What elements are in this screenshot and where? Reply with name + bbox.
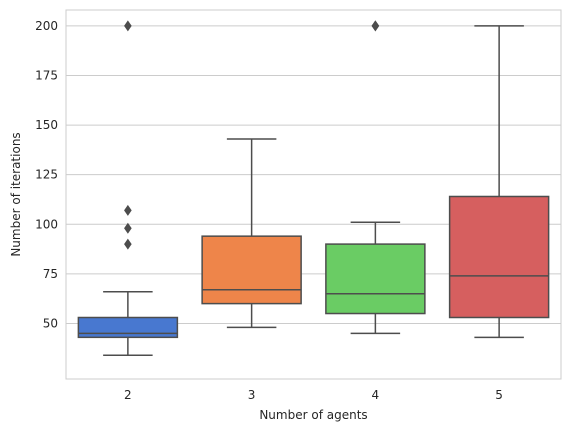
grid-lines bbox=[66, 25, 561, 324]
outlier-point bbox=[124, 238, 132, 250]
iqr-box bbox=[77, 316, 179, 339]
plot-area-frame bbox=[65, 9, 562, 380]
box-group-4 bbox=[325, 20, 426, 335]
y-tick-label: 100 bbox=[35, 217, 58, 231]
outlier-point bbox=[124, 204, 132, 216]
y-tick-label: 200 bbox=[35, 19, 58, 33]
y-tick-label: 75 bbox=[43, 267, 58, 281]
outlier-point bbox=[371, 20, 380, 32]
iqr-box bbox=[201, 235, 302, 305]
outlier-point bbox=[124, 222, 132, 234]
outlier-point bbox=[124, 20, 132, 32]
y-axis-label: Number of iterations bbox=[9, 132, 23, 256]
x-tick-label: 4 bbox=[372, 388, 380, 402]
box-group-5 bbox=[448, 25, 550, 339]
box-group-3 bbox=[201, 138, 302, 329]
y-tick-label: 150 bbox=[35, 118, 58, 132]
y-tick-label: 50 bbox=[43, 316, 58, 330]
y-axis-tick-labels: 50 75 100 125 150 175 200 bbox=[35, 19, 58, 331]
box-plot-series bbox=[77, 20, 550, 356]
y-tick-label: 175 bbox=[35, 68, 58, 82]
iqr-box bbox=[325, 243, 426, 315]
x-axis-tick-labels: 2 3 4 5 bbox=[124, 388, 503, 402]
box-group-2 bbox=[77, 20, 179, 356]
x-tick-label: 2 bbox=[124, 388, 132, 402]
x-tick-label: 5 bbox=[495, 388, 503, 402]
y-tick-label: 125 bbox=[35, 168, 58, 182]
iqr-box bbox=[448, 195, 550, 319]
x-tick-label: 3 bbox=[248, 388, 256, 402]
x-axis-label: Number of agents bbox=[259, 408, 367, 422]
